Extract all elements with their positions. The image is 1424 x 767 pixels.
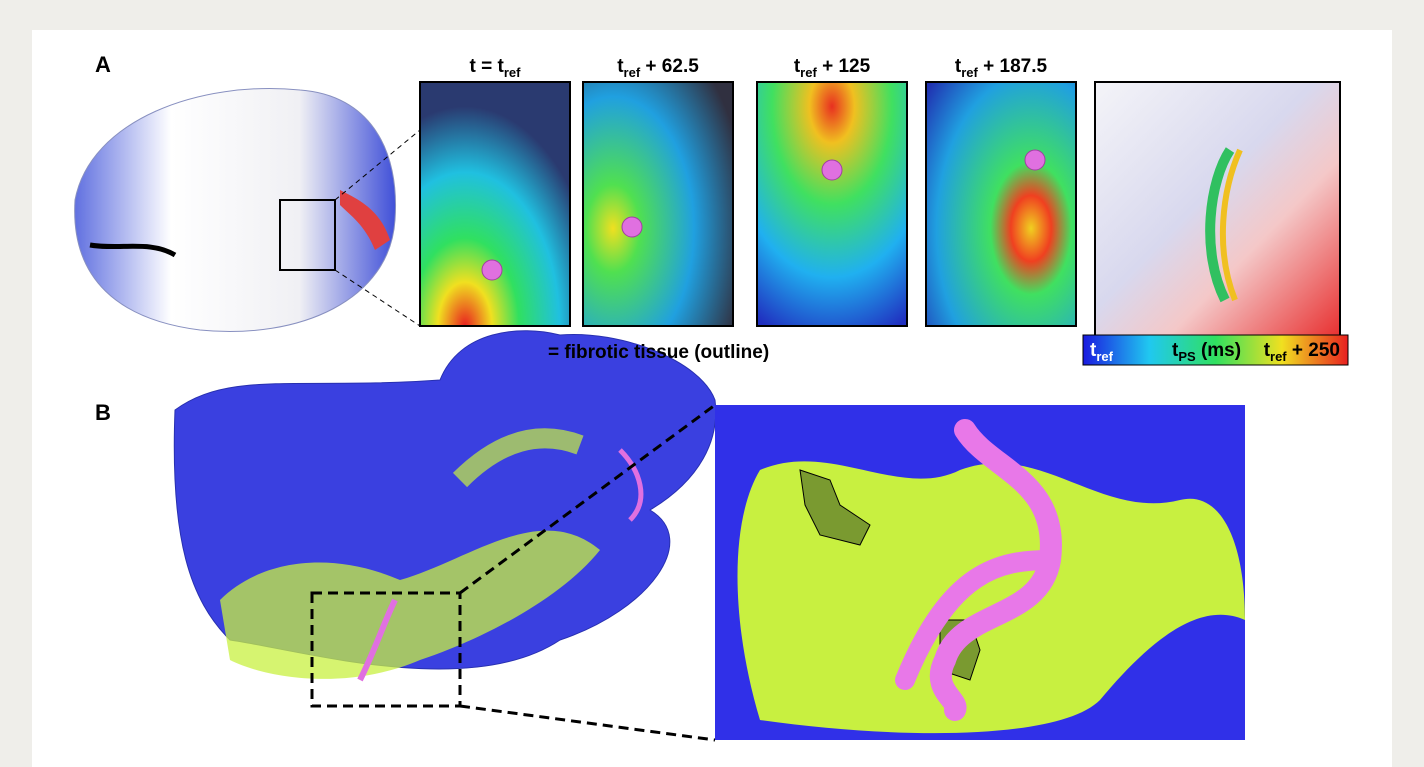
phase-singularity xyxy=(822,160,842,180)
figure: A t = treftref + 62.5tref + 125tref + 18… xyxy=(0,0,1424,767)
label-part: ref xyxy=(1270,349,1287,364)
legend-text: = fibrotic tissue (outline) xyxy=(548,342,769,363)
label-part: ref xyxy=(800,65,817,80)
label-part: t = t xyxy=(470,56,505,77)
frame-image xyxy=(583,82,733,326)
panel-label: B xyxy=(95,400,111,425)
panel-label: A xyxy=(95,52,111,77)
label-part: (ms) xyxy=(1196,340,1241,361)
frame-image xyxy=(926,82,1076,326)
page: Figure html, body { margin: 0; padding: … xyxy=(0,0,1424,767)
label-part: ref xyxy=(1096,349,1113,364)
frame-image xyxy=(757,82,907,326)
label-part: + 187.5 xyxy=(978,56,1048,77)
label-part: + 125 xyxy=(817,56,871,77)
label-part: + 250 xyxy=(1287,340,1340,361)
phase-singularity xyxy=(482,260,502,280)
label-part: ref xyxy=(624,65,641,80)
trajectory-image xyxy=(1095,82,1340,336)
body: {"panel_a": {"label": "A", "frames": [ {… xyxy=(0,0,1424,767)
label-part: + 62.5 xyxy=(640,56,699,77)
label-part: PS xyxy=(1178,349,1196,364)
phase-singularity xyxy=(1025,150,1045,170)
phase-singularity xyxy=(622,217,642,237)
frame-image xyxy=(420,82,570,326)
label-part: ref xyxy=(961,65,978,80)
label-part: ref xyxy=(504,65,521,80)
